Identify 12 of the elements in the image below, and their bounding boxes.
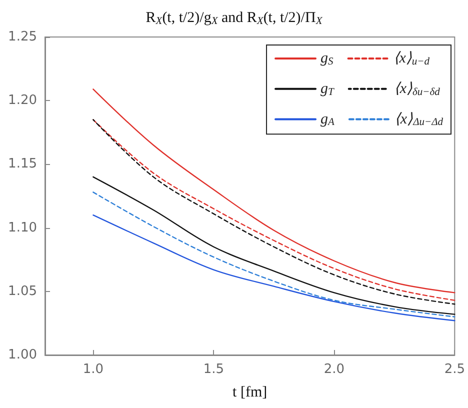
y-tick-label: 1.20 <box>8 93 37 108</box>
line-series <box>92 214 456 322</box>
y-tick-label: 1.05 <box>8 284 37 299</box>
x-tick-label: 2.5 <box>444 362 466 377</box>
y-tick-label: 1.15 <box>8 156 37 172</box>
y-tick-label: 1.00 <box>8 348 37 362</box>
x-axis-title: t [fm] <box>232 384 268 400</box>
x-tick-label: 1.0 <box>82 362 104 377</box>
x-tick-label: 1.5 <box>203 362 224 377</box>
y-tick-label: 1.25 <box>8 30 37 44</box>
y-tick-label: 1.10 <box>8 220 37 236</box>
x-tick-label: 2.0 <box>324 362 345 377</box>
